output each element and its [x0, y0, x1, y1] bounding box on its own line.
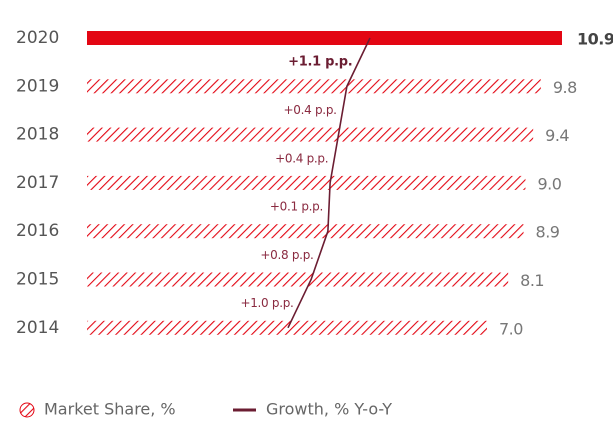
y-tick-label: 2014 — [16, 318, 59, 338]
legend-label: Market Share, % — [44, 400, 176, 419]
legend-swatch — [19, 402, 35, 418]
data-label: 8.1 — [520, 271, 544, 290]
y-tick-label: 2018 — [16, 125, 59, 145]
growth-label: +0.8 p.p. — [260, 248, 313, 262]
data-label: 9.0 — [537, 174, 561, 193]
bar — [87, 224, 524, 239]
y-tick-label: 2020 — [16, 28, 59, 48]
y-tick-label: 2017 — [16, 173, 59, 193]
y-tick-label: 2015 — [16, 270, 59, 290]
data-label: 7.0 — [499, 319, 523, 338]
growth-label: +1.0 p.p. — [240, 296, 293, 310]
growth-label: +0.1 p.p. — [270, 200, 323, 214]
data-label: 9.4 — [545, 126, 569, 145]
legend-label: Growth, % Y-o-Y — [266, 400, 392, 419]
bar — [87, 175, 526, 190]
data-label: 10.9 — [577, 30, 613, 49]
bar — [87, 320, 487, 335]
growth-line — [287, 37, 371, 329]
growth-label: +0.4 p.p. — [275, 151, 328, 165]
bar — [87, 127, 534, 142]
y-tick-label: 2019 — [16, 76, 59, 96]
growth-label: +0.4 p.p. — [284, 103, 337, 117]
growth-label: +1.1 p.p. — [288, 55, 352, 70]
bar — [87, 31, 562, 45]
bar — [87, 79, 541, 94]
data-label: 8.9 — [536, 223, 560, 242]
bar — [87, 272, 509, 287]
y-tick-label: 2016 — [16, 221, 59, 241]
data-label: 9.8 — [553, 78, 577, 97]
legend: Market Share, % Growth, % Y-o-Y — [19, 400, 392, 419]
